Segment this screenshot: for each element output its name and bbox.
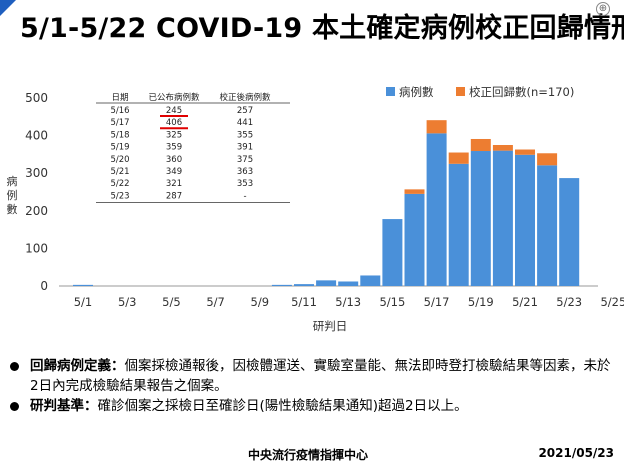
table-cell: 5/22 (110, 179, 129, 189)
bar-cases-5/1 (73, 284, 93, 286)
bullet-dot-icon (10, 402, 19, 411)
x-tick-label: 5/25 (600, 295, 624, 309)
table-cell: 5/23 (110, 191, 129, 201)
bullet-dot-icon (10, 362, 19, 371)
bar-cases-5/22 (537, 165, 558, 286)
table-cell: 5/17 (110, 118, 129, 128)
bar-correction-5/18 (448, 152, 469, 164)
legend-swatch-cases (386, 87, 395, 96)
bar-cases-5/11 (294, 284, 314, 286)
legend-label-cases: 病例數 (399, 85, 434, 99)
slide-title: 5/1-5/22 COVID-19 本土確定病例校正回歸情形 (20, 13, 624, 44)
zoom-icon[interactable]: ⊕ (596, 2, 610, 16)
bar-cases-5/12 (316, 280, 337, 286)
table-cell: 245 (166, 106, 182, 116)
bullet-text: 確診個案之採檢日至確診日(陽性檢驗結果通知)超過2日以上。 (97, 398, 468, 414)
x-tick-label: 5/1 (74, 295, 93, 309)
table-cell: 375 (237, 155, 253, 165)
table-cell: - (243, 191, 246, 201)
table-cell: 391 (237, 143, 253, 153)
table-cell: 349 (166, 167, 182, 177)
y-tick-label: 300 (25, 166, 48, 180)
x-tick-label: 5/9 (251, 295, 270, 309)
x-tick-label: 5/13 (335, 295, 361, 309)
bar-cases-5/13 (338, 281, 359, 286)
table-cell: 441 (237, 118, 253, 128)
table-header-cell: 日期 (111, 93, 128, 103)
bar-cases-5/18 (448, 163, 469, 286)
y-tick-label: 0 (40, 279, 48, 293)
table-cell: 363 (237, 167, 253, 177)
table-cell: 325 (166, 130, 182, 140)
bar-cases-5/14 (360, 275, 381, 286)
x-tick-label: 5/5 (162, 295, 181, 309)
bar-cases-5/15 (382, 219, 403, 286)
footer-org: 中央流行疫情指揮中心 (248, 448, 369, 462)
footer-date: 2021/05/23 (538, 446, 614, 460)
bar-correction-5/16 (404, 189, 425, 194)
y-tick-label: 500 (25, 91, 48, 105)
table-cell: 5/21 (110, 167, 129, 177)
table-cell: 5/20 (110, 155, 129, 165)
bar-cases-5/19 (470, 151, 491, 286)
table-cell: 257 (237, 106, 253, 116)
chart-area: 0 100 200 300 400 500 病例數 5/1 5/3 5/5 5/7 5/9 5/11 5/… (0, 70, 624, 340)
bullet-text: 個案採檢通報後，因檢體運送、實驗室量能、無法即時登打檢驗結果等因素，未於2日內完… (30, 358, 611, 394)
y-axis-label-char: 例 (7, 188, 18, 202)
x-tick-label: 5/3 (118, 295, 137, 309)
bullet-term: 回歸病例定義： (30, 358, 125, 374)
bullet-item-definition: 回歸病例定義：個案採檢通報後，因檢體運送、實驗室量能、無法即時登打檢驗結果等因素… (8, 356, 614, 396)
legend-label-correction: 校正回歸數(n=170) (469, 85, 574, 99)
table-cell: 321 (166, 179, 182, 189)
bar-correction-5/20 (492, 145, 513, 151)
bar-chart: 0 100 200 300 400 500 病例數 5/1 5/3 5/5 5/7 5/9 5/11 5/… (7, 85, 624, 333)
x-tick-label: 5/17 (424, 295, 450, 309)
x-tick-label: 5/19 (468, 295, 494, 309)
table-cell: 5/19 (110, 143, 129, 153)
table-cell: 5/16 (110, 106, 129, 116)
y-tick-label: 100 (25, 241, 48, 255)
x-tick-label: 5/21 (512, 295, 538, 309)
table-cell: 360 (166, 155, 182, 165)
bar-correction-5/19 (470, 138, 491, 152)
table-cell: 359 (166, 143, 182, 153)
bar-cases-5/16 (404, 193, 425, 286)
bar-cases-5/17 (426, 133, 447, 286)
x-tick-label: 5/15 (379, 295, 405, 309)
bullet-list: 回歸病例定義：個案採檢通報後，因檢體運送、實驗室量能、無法即時登打檢驗結果等因素… (8, 356, 614, 416)
y-axis-label-char: 數 (7, 203, 18, 216)
table-cell: 287 (166, 191, 182, 201)
y-tick-label: 400 (25, 129, 48, 143)
corner-decoration (0, 0, 16, 16)
bar-correction-5/21 (515, 149, 535, 155)
bar-cases-5/23 (559, 178, 580, 286)
table-cell: 353 (237, 179, 253, 189)
table-header-cell: 校正後病例數 (219, 92, 271, 103)
y-axis-label-char: 病 (7, 174, 18, 188)
bar-cases-5/10 (271, 284, 292, 286)
bar-cases-5/21 (515, 154, 535, 286)
table-cell: 5/18 (110, 130, 129, 140)
legend-swatch-correction (456, 87, 465, 96)
y-tick-label: 200 (25, 204, 48, 218)
table-cell: 355 (237, 130, 253, 140)
bar-cases-5/20 (492, 150, 513, 286)
x-tick-label: 5/7 (206, 295, 225, 309)
bullet-term: 研判基準： (30, 398, 98, 414)
x-tick-label: 5/23 (556, 295, 582, 309)
x-tick-label: 5/11 (291, 295, 317, 309)
bar-correction-5/17 (426, 120, 447, 134)
x-axis-label: 研判日 (313, 319, 348, 333)
table-header-cell: 已公布病例數 (148, 92, 200, 103)
bullet-item-criteria: 研判基準：確診個案之採檢日至確診日(陽性檢驗結果通知)超過2日以上。 (8, 396, 614, 416)
table-cell: 406 (166, 118, 182, 128)
bar-correction-5/22 (537, 153, 558, 166)
